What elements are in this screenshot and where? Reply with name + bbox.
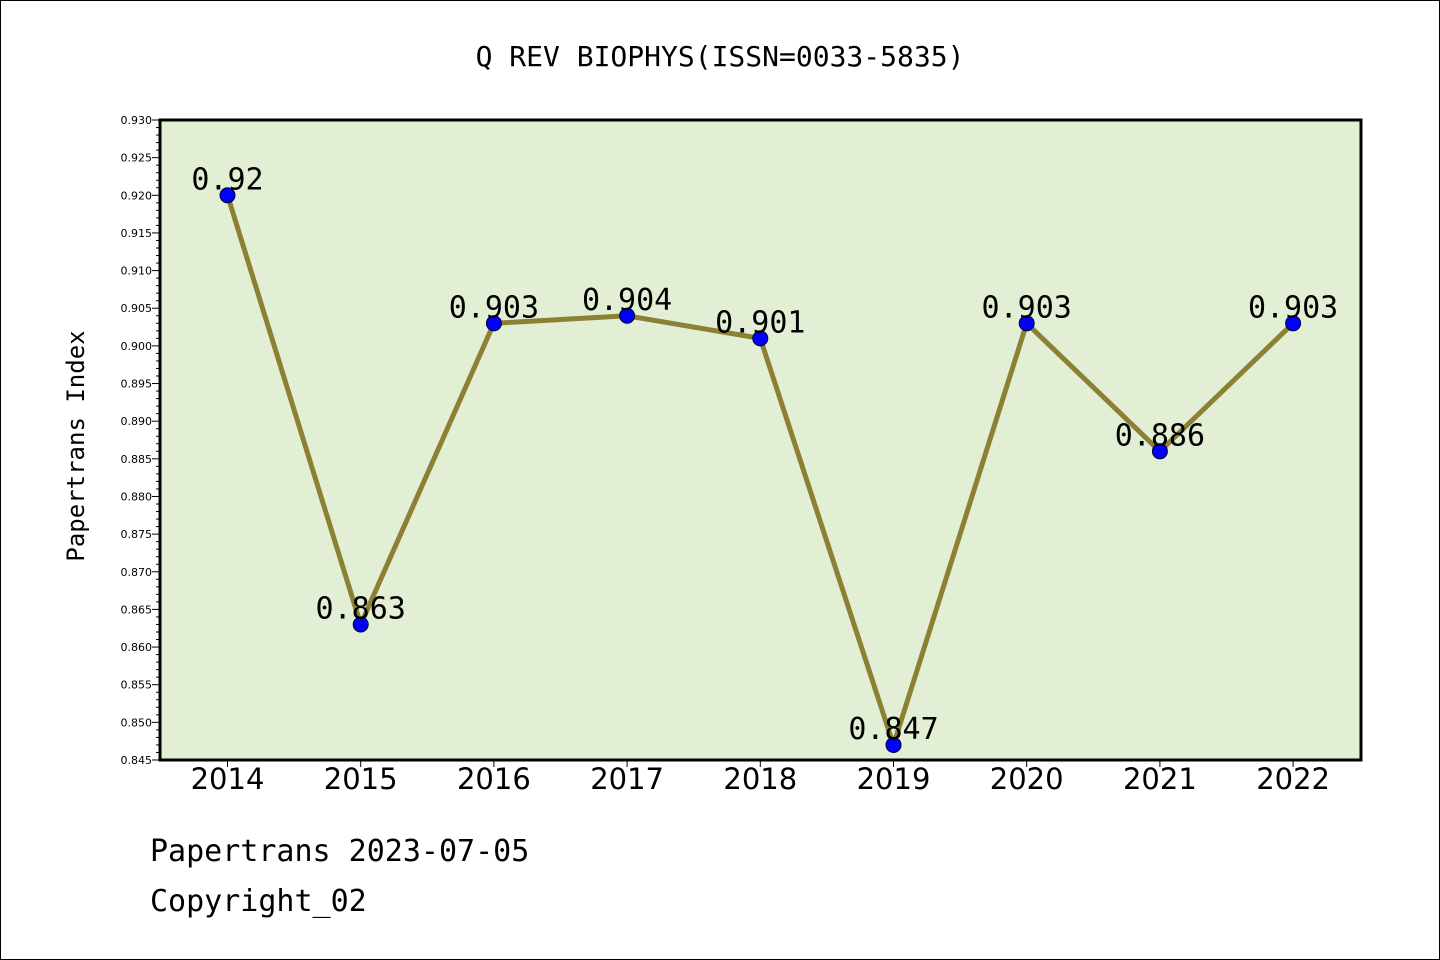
data-point-marker [219,187,236,204]
x-tick-label: 2021 [1123,762,1197,796]
y-tick-label: 0.845 [121,754,153,767]
x-tick-label: 2020 [990,762,1064,796]
y-tick-label: 0.850 [121,716,153,729]
y-tick-label: 0.870 [121,566,153,579]
y-tick-label: 0.905 [121,302,153,315]
y-axis-label: Papertrans Index [62,330,90,561]
y-tick-label: 0.920 [121,189,153,202]
data-point-label: 0.847 [848,712,938,747]
data-point-label: 0.863 [316,591,406,626]
y-tick-label: 0.925 [121,152,153,165]
x-axis: 2014 2015 2016 2017 2018 2019 2020 2021 2022 [191,760,1330,796]
data-point-label: 0.92 [191,162,263,197]
data-point-marker [885,736,902,753]
x-tick-label: 2017 [590,762,664,796]
x-tick-label: 2015 [324,762,398,796]
y-tick-label: 0.875 [121,528,153,541]
y-tick-label: 0.890 [121,415,153,428]
y-tick-label: 0.885 [121,453,153,466]
y-axis: 0.845 0.850 0.855 0.860 0.865 0.870 0.875 0.880… [121,114,160,767]
data-point-marker [1018,315,1035,332]
y-tick-label: 0.880 [121,490,153,503]
data-point-marker [1285,315,1302,332]
data-point-label: 0.901 [715,305,805,340]
y-tick-label: 0.930 [121,114,153,127]
plot-area [158,118,1363,762]
x-tick-label: 2019 [857,762,931,796]
y-tick-label: 0.865 [121,603,153,616]
data-point-marker [485,315,502,332]
x-tick-label: 2014 [191,762,265,796]
data-point-label: 0.903 [1248,290,1338,325]
data-point-label: 0.886 [1115,418,1205,453]
y-tick-label: 0.910 [121,265,153,278]
data-markers [219,187,1302,753]
data-point-label: 0.903 [449,290,539,325]
data-point-marker [352,616,369,633]
y-tick-label: 0.915 [121,227,153,240]
footer-date: Papertrans 2023-07-05 [150,834,530,869]
data-labels: 0.92 0.863 0.903 0.904 0.901 0.847 0.903 0.886 0… [191,162,1338,747]
data-point-marker [619,307,636,324]
footer-copyright: Copyright_02 [150,884,367,919]
x-tick-label: 2018 [723,762,797,796]
y-tick-label: 0.860 [121,641,153,654]
data-point-label: 0.904 [582,283,672,318]
chart-title: Q REV BIOPHYS(ISSN=0033-5835) [476,40,965,73]
data-point-marker [1151,443,1168,460]
y-tick-label: 0.855 [121,679,153,692]
y-tick-label: 0.895 [121,378,153,391]
x-tick-label: 2022 [1256,762,1330,796]
x-tick-label: 2016 [457,762,531,796]
data-point-marker [752,330,769,347]
y-tick-label: 0.900 [121,340,153,353]
data-point-label: 0.903 [982,290,1072,325]
